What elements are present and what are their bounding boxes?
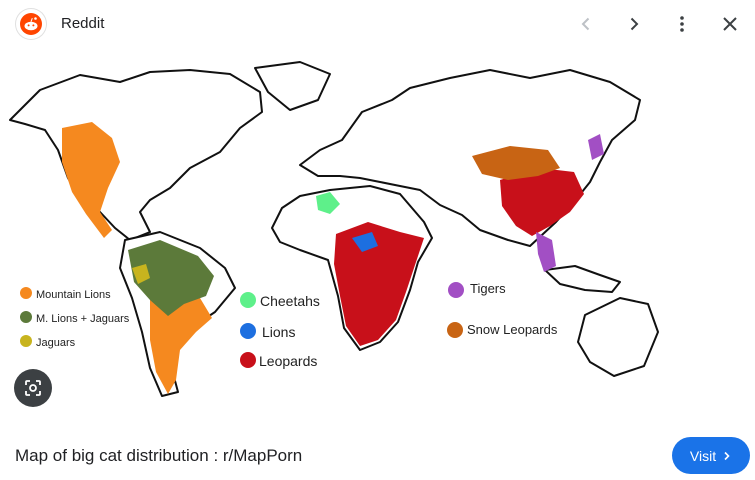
legend-right: Tigers Snow Leopards (447, 281, 558, 338)
leopards-range-asia (500, 168, 584, 236)
legend-label: Mountain Lions (36, 289, 111, 301)
legend-left: Mountain Lions M. Lions + Jaguars Jaguar… (20, 287, 130, 349)
legend-label: Snow Leopards (467, 322, 558, 337)
leopards-range-africa (334, 222, 424, 346)
legend-label: Tigers (470, 281, 506, 296)
legend-label: Lions (262, 324, 295, 340)
big-cat-map-image[interactable]: Mountain Lions M. Lions + Jaguars Jaguar… (0, 52, 755, 407)
visit-button[interactable]: Visit (672, 437, 750, 474)
legend-label: Leopards (259, 353, 317, 369)
greenland-outline (254, 61, 331, 111)
cheetahs-range (316, 192, 340, 214)
indonesia-outline (544, 265, 621, 293)
close-button[interactable] (715, 9, 745, 39)
world-map: Mountain Lions M. Lions + Jaguars Jaguar… (9, 61, 659, 397)
snow-leopards-range (472, 146, 560, 180)
google-lens-button[interactable] (14, 369, 52, 407)
range-overlays (62, 122, 604, 394)
close-icon (723, 17, 737, 31)
visit-button-label: Visit (689, 447, 717, 464)
legend-center: Cheetahs Lions Leopards (240, 292, 320, 369)
mountain-lion-range (62, 122, 120, 238)
legend-swatch (447, 322, 463, 338)
viewer-header: Reddit (0, 0, 755, 48)
next-image-button[interactable] (619, 9, 649, 39)
north-america-outline (9, 69, 263, 241)
legend-swatch (240, 292, 256, 308)
google-lens-icon (25, 380, 41, 396)
australia-outline (577, 297, 659, 377)
image-caption[interactable]: Map of big cat distribution : r/MapPorn (15, 446, 303, 465)
legend-label: Jaguars (36, 337, 76, 349)
chevron-left-icon (581, 17, 590, 31)
legend-swatch (448, 282, 464, 298)
source-name[interactable]: Reddit (61, 15, 105, 32)
legend-label: Cheetahs (260, 293, 320, 309)
lions-range (352, 232, 378, 252)
prev-image-button[interactable] (571, 9, 601, 39)
legend-swatch (20, 311, 32, 323)
more-options-button[interactable] (667, 9, 697, 39)
m-lions-jaguars-range (128, 240, 214, 316)
chevron-right-icon (724, 451, 730, 460)
legend-swatch (20, 335, 32, 347)
legend-swatch (240, 323, 256, 339)
legend-label: M. Lions + Jaguars (36, 313, 130, 325)
legend-swatch (240, 352, 256, 368)
more-vert-icon (680, 16, 684, 32)
tigers-range (536, 134, 604, 272)
chevron-right-icon (630, 17, 639, 31)
legend-swatch (20, 287, 32, 299)
reddit-logo-icon (16, 9, 46, 39)
jaguars-range (132, 264, 150, 284)
mountain-lion-range-sa (150, 288, 212, 394)
